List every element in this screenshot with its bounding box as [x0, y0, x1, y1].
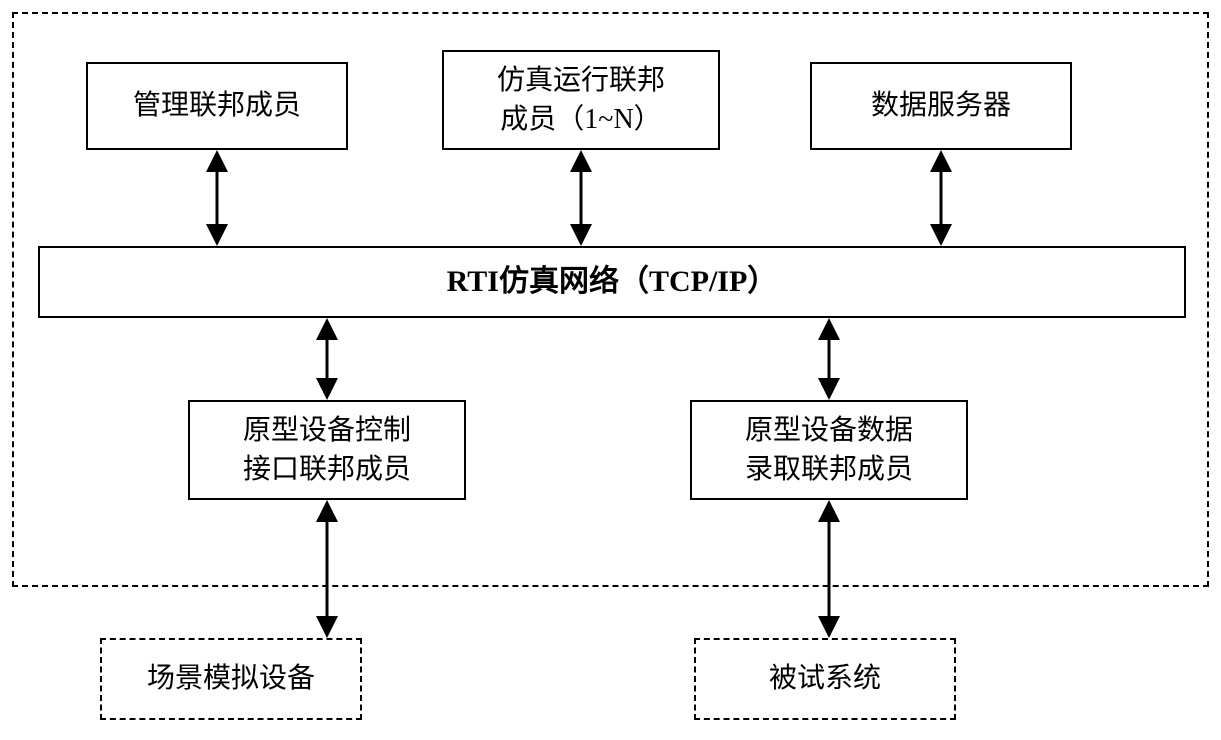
- simulation-federation-box: 仿真运行联邦 成员（1~N）: [442, 50, 720, 150]
- prototype-data-box: 原型设备数据 录取联邦成员: [690, 400, 968, 500]
- management-federation-box: 管理联邦成员: [86, 62, 348, 150]
- rti-network-box: RTI仿真网络（TCP/IP）: [38, 246, 1186, 318]
- management-federation-label: 管理联邦成员: [133, 86, 301, 125]
- prototype-control-label: 原型设备控制 接口联邦成员: [243, 411, 411, 489]
- data-server-box: 数据服务器: [810, 62, 1072, 150]
- prototype-data-label: 原型设备数据 录取联邦成员: [745, 411, 913, 489]
- test-system-label: 被试系统: [769, 659, 881, 698]
- test-system-box: 被试系统: [694, 638, 956, 720]
- data-server-label: 数据服务器: [871, 86, 1011, 125]
- scene-simulation-label: 场景模拟设备: [147, 659, 315, 698]
- rti-network-label: RTI仿真网络（TCP/IP）: [447, 261, 778, 303]
- simulation-federation-label: 仿真运行联邦 成员（1~N）: [497, 61, 665, 139]
- scene-simulation-box: 场景模拟设备: [100, 638, 362, 720]
- prototype-control-box: 原型设备控制 接口联邦成员: [188, 400, 466, 500]
